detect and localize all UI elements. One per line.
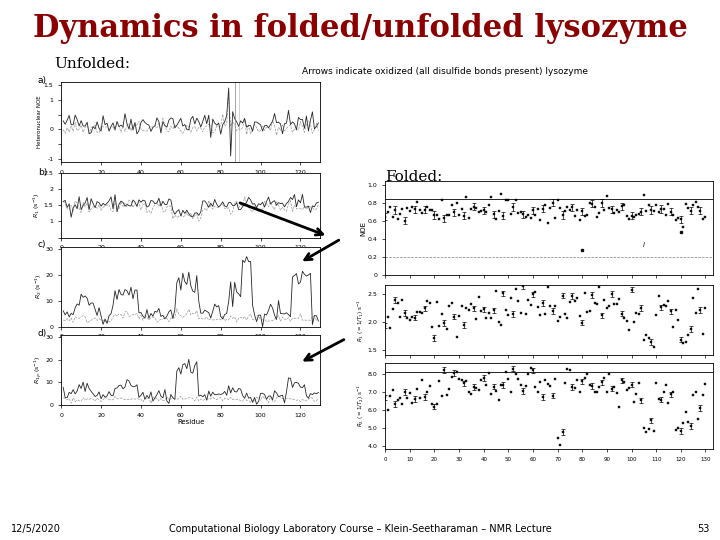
Text: a): a): [38, 76, 47, 85]
Y-axis label: $R_1$ (s$^{-1}$): $R_1$ (s$^{-1}$): [32, 192, 42, 218]
Text: i: i: [642, 242, 644, 248]
Text: 12/5/2020: 12/5/2020: [11, 523, 60, 534]
Y-axis label: $R_2$ (s$^{-1}$): $R_2$ (s$^{-1}$): [34, 274, 45, 300]
Y-axis label: Heteronuclear NOE: Heteronuclear NOE: [37, 96, 42, 148]
Text: Folded:: Folded:: [385, 170, 443, 184]
Text: 53: 53: [697, 523, 709, 534]
Text: c): c): [38, 240, 46, 249]
Text: Unfolded:: Unfolded:: [54, 57, 130, 71]
Text: Arrows indicate oxidized (all disulfide bonds present) lysozyme: Arrows indicate oxidized (all disulfide …: [302, 68, 588, 77]
Text: b): b): [38, 167, 47, 177]
X-axis label: Residue: Residue: [177, 419, 204, 425]
Text: d): d): [38, 329, 47, 338]
Text: Dynamics in folded/unfolded lysozyme: Dynamics in folded/unfolded lysozyme: [32, 14, 688, 44]
Y-axis label: $R_1\ (=1/T_1)\ \mathrm{s}^{-1}$: $R_1\ (=1/T_1)\ \mathrm{s}^{-1}$: [356, 299, 366, 341]
Y-axis label: $R_{1\rho}$ (s$^{-1}$): $R_{1\rho}$ (s$^{-1}$): [33, 356, 45, 384]
Text: Computational Biology Laboratory Course – Klein-Seetharaman – NMR Lecture: Computational Biology Laboratory Course …: [168, 523, 552, 534]
Y-axis label: $R_2\ (=1/T_2)\ \mathrm{s}^{-1}$: $R_2\ (=1/T_2)\ \mathrm{s}^{-1}$: [356, 385, 366, 427]
Y-axis label: NOE: NOE: [360, 221, 366, 235]
